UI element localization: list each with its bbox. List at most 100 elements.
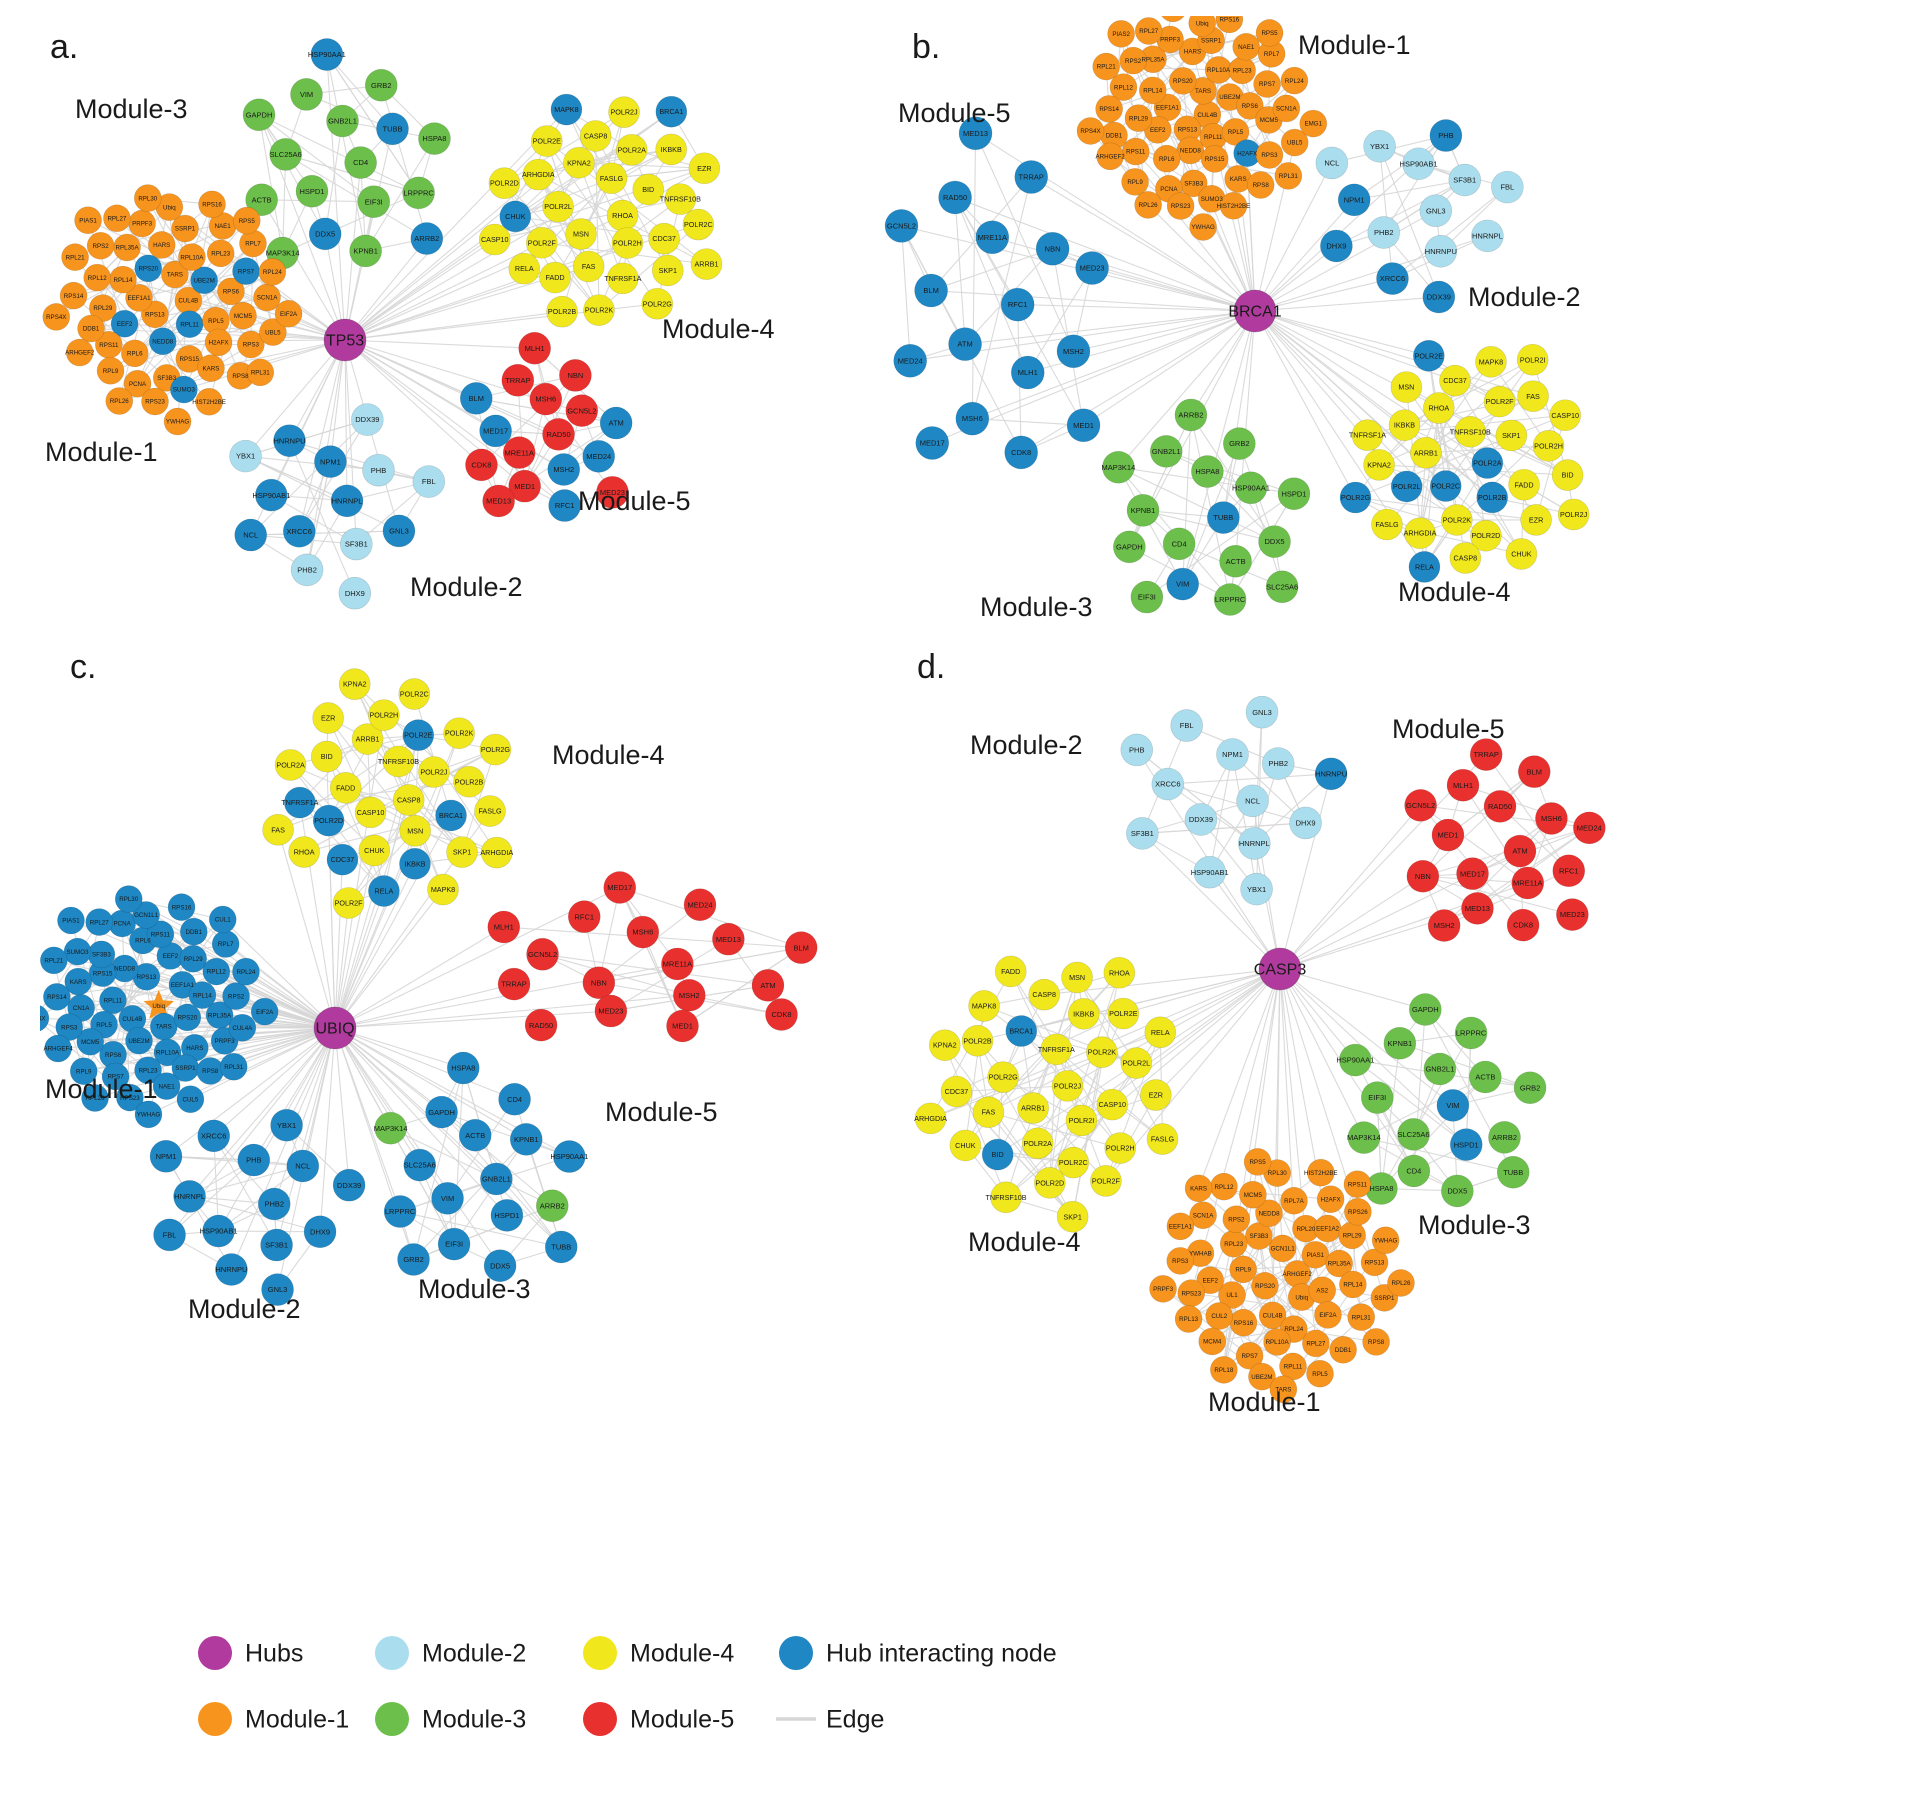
node-DHX9[interactable] <box>1320 230 1352 262</box>
node-MSH6[interactable] <box>627 916 659 948</box>
node-NBN[interactable] <box>1036 232 1069 265</box>
node-RAD50[interactable] <box>1484 790 1516 822</box>
node-BRCA1[interactable] <box>1006 1016 1037 1047</box>
node-PHB2[interactable] <box>1262 748 1294 780</box>
node-RPS2[interactable] <box>1223 1206 1250 1233</box>
node-POLR2C[interactable] <box>683 209 714 240</box>
node-RPL6[interactable] <box>1153 145 1180 172</box>
node-SF3B1[interactable] <box>1126 817 1158 849</box>
node-MAP3K14[interactable] <box>375 1112 407 1144</box>
node-RPS5[interactable] <box>1244 1148 1271 1175</box>
node-POLR2G[interactable] <box>480 734 511 765</box>
node-FAS[interactable] <box>973 1097 1004 1128</box>
node-HSP90AA1[interactable] <box>1235 472 1267 504</box>
node-UBE2M[interactable] <box>191 267 218 294</box>
node-RPS20[interactable] <box>1169 67 1196 94</box>
node-CUL1[interactable] <box>209 906 236 933</box>
node-GNL3[interactable] <box>1420 195 1452 227</box>
node-RPS26[interactable] <box>1344 1198 1371 1225</box>
node-RPL27[interactable] <box>1302 1330 1329 1357</box>
node-HSP90AA1[interactable] <box>311 39 343 71</box>
node-MSN[interactable] <box>566 219 597 250</box>
node-CASP8[interactable] <box>1029 979 1060 1010</box>
node-HSPA8[interactable] <box>1191 456 1223 488</box>
node-GAPDH[interactable] <box>1113 531 1145 563</box>
node-MSN[interactable] <box>400 815 431 846</box>
node-TARS[interactable] <box>150 1013 177 1040</box>
node-GNB2L1[interactable] <box>480 1163 512 1195</box>
node-ARHGEF2[interactable] <box>1097 143 1124 170</box>
node-TNFRSF10B[interactable] <box>383 746 414 777</box>
node-DDB1[interactable] <box>78 315 105 342</box>
node-KPNB1[interactable] <box>1127 494 1159 526</box>
node-POLR2J[interactable] <box>1558 499 1589 530</box>
node-HNRNPL[interactable] <box>174 1180 206 1212</box>
node-RPS16[interactable] <box>168 894 195 921</box>
node-POLR2L[interactable] <box>1121 1048 1152 1079</box>
node-PRPF3[interactable] <box>1150 1275 1177 1302</box>
node-TNFRSF10B[interactable] <box>665 184 696 215</box>
node-HSP90AA1[interactable] <box>1339 1044 1371 1076</box>
node-RPS23[interactable] <box>1178 1280 1205 1307</box>
node-FASLG[interactable] <box>1147 1124 1178 1155</box>
node-POLR2H[interactable] <box>1533 430 1564 461</box>
node-ATM[interactable] <box>949 328 982 361</box>
node-RPS15[interactable] <box>1201 145 1228 172</box>
node-POLR2G[interactable] <box>988 1062 1019 1093</box>
node-UBE2M[interactable] <box>126 1027 153 1054</box>
node-RPS4X[interactable] <box>43 303 70 330</box>
node-GNB2L1[interactable] <box>1150 435 1182 467</box>
node-EZR[interactable] <box>1140 1080 1171 1111</box>
node-YBX1[interactable] <box>271 1109 303 1141</box>
node-KPNB1[interactable] <box>350 235 382 267</box>
node-PHB2[interactable] <box>1368 217 1400 249</box>
node-RPL10A[interactable] <box>1205 56 1232 83</box>
node-HSPD1[interactable] <box>296 175 328 207</box>
node-MSH2[interactable] <box>548 454 580 486</box>
node-NPM1[interactable] <box>150 1140 182 1172</box>
node-MAP3K14[interactable] <box>1348 1122 1380 1154</box>
node-NPM1[interactable] <box>314 446 346 478</box>
node-PHB2[interactable] <box>291 554 323 586</box>
node-RAD50[interactable] <box>543 418 575 450</box>
node-GCN5L2[interactable] <box>1405 789 1437 821</box>
node-MED24[interactable] <box>1573 812 1605 844</box>
node-SUMO3[interactable] <box>170 376 197 403</box>
node-RPS7[interactable] <box>233 258 260 285</box>
node-FBL[interactable] <box>1171 710 1203 742</box>
node-SLC25A6[interactable] <box>1266 571 1298 603</box>
node-HNRNPU[interactable] <box>215 1254 247 1286</box>
node-RHOA[interactable] <box>289 837 320 868</box>
node-RPL27[interactable] <box>86 909 113 936</box>
node-MLH1[interactable] <box>1011 356 1044 389</box>
node-CUL2[interactable] <box>1206 1303 1233 1330</box>
node-RHOA[interactable] <box>1423 393 1454 424</box>
node-RPL35A[interactable] <box>114 234 141 261</box>
node-EIF2A[interactable] <box>251 998 278 1025</box>
node-EZR[interactable] <box>689 153 720 184</box>
node-SLC25A6[interactable] <box>270 138 302 170</box>
node-RHOA[interactable] <box>1104 957 1135 988</box>
node-RPS5[interactable] <box>1256 19 1283 46</box>
node-PIAS1[interactable] <box>75 207 102 234</box>
node-DDX39[interactable] <box>1423 281 1455 313</box>
node-RPS8[interactable] <box>197 1057 224 1084</box>
node-BLM[interactable] <box>785 932 817 964</box>
node-POLR2B[interactable] <box>1477 482 1508 513</box>
node-CDC37[interactable] <box>941 1076 972 1107</box>
node-CHUK[interactable] <box>359 835 390 866</box>
node-EEF1A1[interactable] <box>1167 1213 1194 1240</box>
node-MSH2[interactable] <box>1428 910 1460 942</box>
node-CDK8[interactable] <box>1507 909 1539 941</box>
node-TNFRSF1A[interactable] <box>1041 1034 1072 1065</box>
node-GRB2[interactable] <box>398 1243 430 1275</box>
node-RPL10A[interactable] <box>1264 1328 1291 1355</box>
node-CDC37[interactable] <box>649 223 680 254</box>
node-MLH1[interactable] <box>1447 769 1479 801</box>
node-RPL26[interactable] <box>106 387 133 414</box>
node-ARRB1[interactable] <box>1018 1093 1049 1124</box>
node-RPL6[interactable] <box>121 340 148 367</box>
node-NBN[interactable] <box>1407 860 1439 892</box>
node-POLR2J[interactable] <box>1052 1070 1083 1101</box>
node-HARS[interactable] <box>148 231 175 258</box>
